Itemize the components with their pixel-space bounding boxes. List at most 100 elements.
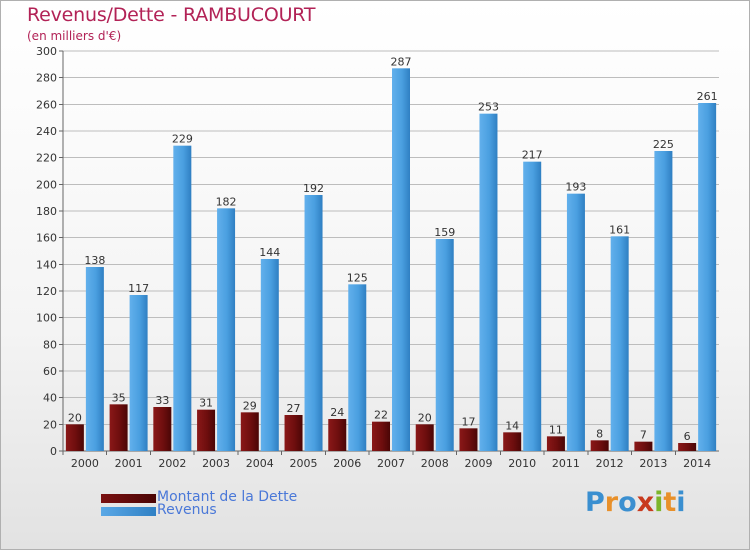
x-tick-label: 2006 — [333, 457, 361, 470]
y-tick-label: 140 — [36, 258, 57, 271]
bar-dette — [109, 404, 128, 451]
data-label-dette: 6 — [684, 430, 691, 443]
data-label-revenus: 117 — [128, 282, 149, 295]
data-label-revenus: 225 — [653, 138, 674, 151]
y-tick-label: 80 — [43, 338, 57, 351]
y-tick-label: 0 — [50, 445, 57, 458]
bar-revenus — [654, 151, 673, 451]
y-tick-label: 220 — [36, 152, 57, 165]
data-label-revenus: 182 — [216, 195, 237, 208]
data-label-dette: 29 — [243, 399, 257, 412]
logo-letter: i — [676, 487, 686, 518]
y-tick-label: 280 — [36, 72, 57, 85]
data-label-revenus: 229 — [172, 133, 193, 146]
data-label-revenus: 253 — [478, 101, 499, 114]
legend-label-dette: Montant de la Dette — [157, 489, 298, 505]
x-tick-label: 2013 — [639, 457, 667, 470]
bar-revenus — [348, 284, 367, 451]
bar-dette — [240, 412, 259, 451]
bar-dette — [328, 419, 347, 451]
bar-dette — [459, 428, 478, 451]
proxiti-logo: Proxiti — [585, 487, 686, 518]
bar-dette — [634, 441, 653, 451]
data-label-dette: 11 — [549, 423, 563, 436]
bar-revenus — [217, 208, 236, 451]
bar-revenus — [85, 267, 104, 451]
bar-dette — [678, 443, 697, 451]
data-label-revenus: 161 — [609, 223, 630, 236]
y-tick-label: 180 — [36, 205, 57, 218]
bar-dette — [153, 407, 172, 451]
data-label-revenus: 193 — [565, 181, 586, 194]
x-tick-label: 2009 — [464, 457, 492, 470]
logo-letter: o — [618, 487, 637, 518]
bar-revenus — [304, 195, 323, 451]
legend-swatch-dette — [101, 494, 156, 503]
bar-revenus — [698, 103, 717, 451]
data-label-revenus: 217 — [522, 149, 543, 162]
bar-dette — [590, 440, 609, 451]
data-label-dette: 22 — [374, 409, 388, 422]
data-label-dette: 27 — [287, 402, 301, 415]
data-label-revenus: 125 — [347, 271, 368, 284]
bar-dette — [503, 432, 522, 451]
data-label-dette: 7 — [640, 429, 647, 442]
data-labels: 2013835117332293118229144271922412522287… — [68, 55, 718, 443]
bar-dette — [372, 421, 390, 451]
x-tick-label: 2008 — [421, 457, 449, 470]
bar-revenus — [523, 161, 542, 451]
logo-letter: r — [604, 487, 619, 518]
bar-dette — [415, 424, 434, 451]
data-label-revenus: 261 — [697, 90, 718, 103]
y-tick-label: 240 — [36, 125, 57, 138]
y-tick-label: 40 — [43, 392, 57, 405]
grid-lines — [63, 50, 719, 452]
x-tick-label: 2007 — [377, 457, 405, 470]
data-label-dette: 20 — [418, 411, 432, 424]
x-tick-label: 2011 — [552, 457, 580, 470]
data-label-revenus: 287 — [391, 55, 412, 68]
bar-revenus — [260, 259, 279, 451]
x-tick-label: 2004 — [246, 457, 274, 470]
bars — [65, 68, 717, 452]
x-tick-label: 2002 — [158, 457, 186, 470]
x-tick-label: 2010 — [508, 457, 536, 470]
y-tick-label: 100 — [36, 312, 57, 325]
bar-revenus — [435, 239, 454, 451]
data-label-revenus: 138 — [84, 254, 105, 267]
bar-dette — [546, 436, 565, 451]
data-label-dette: 20 — [68, 411, 82, 424]
bar-revenus — [566, 193, 585, 451]
x-tick-label: 2005 — [290, 457, 318, 470]
y-tick-label: 60 — [43, 365, 57, 378]
data-label-dette: 35 — [112, 391, 126, 404]
x-tick-label: 2001 — [115, 457, 143, 470]
y-tick-label: 20 — [43, 418, 57, 431]
data-label-dette: 14 — [505, 419, 519, 432]
logo-letter: P — [585, 487, 605, 518]
legend-label-revenus: Revenus — [157, 502, 217, 518]
legend-swatch-revenus — [101, 507, 156, 516]
bar-dette — [284, 415, 303, 451]
bar-dette — [65, 424, 84, 451]
bar-revenus — [479, 113, 498, 452]
x-tick-label: 2014 — [683, 457, 711, 470]
bar-dette — [197, 409, 216, 451]
data-label-dette: 31 — [199, 397, 213, 410]
logo-letter: i — [654, 487, 664, 518]
chart-title: Revenus/Dette - RAMBUCOURT — [27, 4, 316, 26]
data-label-revenus: 144 — [259, 246, 280, 259]
x-tick-label: 2012 — [596, 457, 624, 470]
logo-letter: t — [663, 487, 677, 518]
x-tick-label: 2003 — [202, 457, 230, 470]
logo-letter: x — [636, 487, 655, 518]
data-label-dette: 33 — [155, 394, 169, 407]
bar-revenus — [610, 236, 629, 451]
data-label-dette: 8 — [596, 427, 603, 440]
bar-revenus — [173, 145, 192, 451]
data-label-revenus: 159 — [434, 226, 455, 239]
x-tick-label: 2000 — [71, 457, 99, 470]
data-label-dette: 24 — [330, 406, 344, 419]
